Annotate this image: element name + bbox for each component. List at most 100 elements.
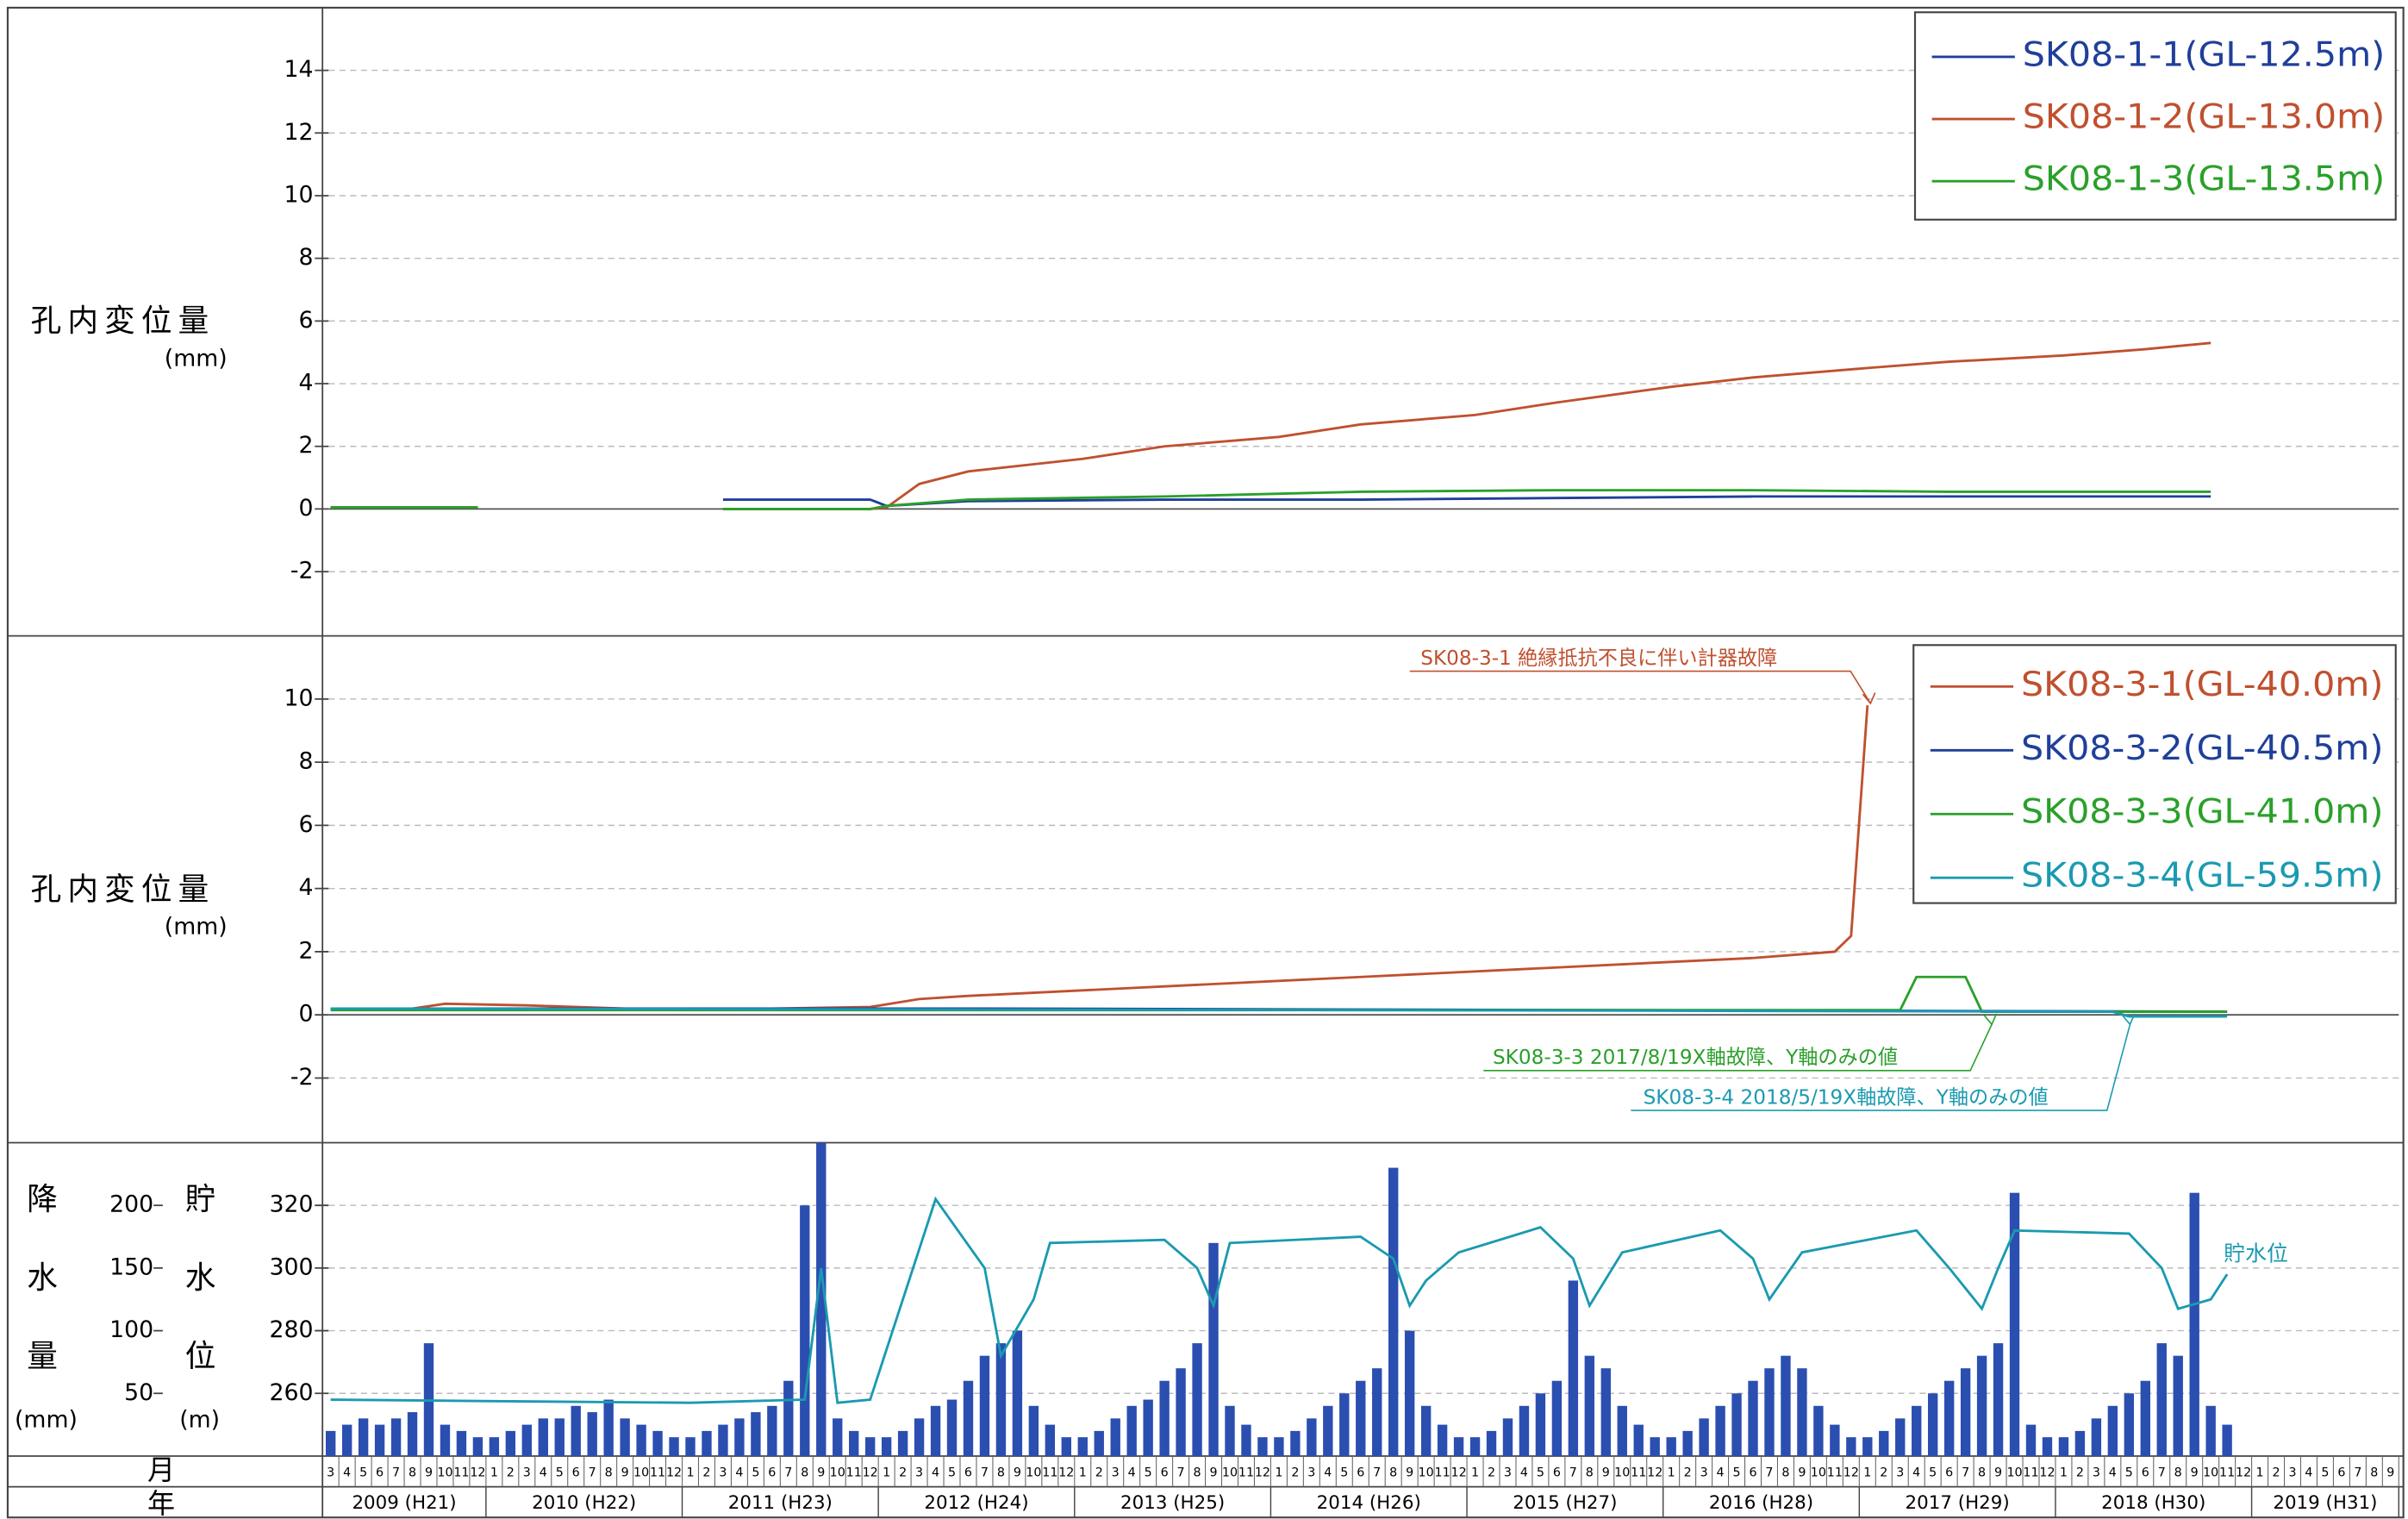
precip-bar xyxy=(456,1430,467,1456)
precip-bar xyxy=(1143,1399,1153,1456)
month-tick-label: 7 xyxy=(392,1466,400,1480)
month-tick-label: 5 xyxy=(1929,1466,1937,1480)
precip-bar xyxy=(1927,1393,1938,1456)
y-tick-label: 150 xyxy=(109,1253,153,1280)
precip-bar xyxy=(1339,1393,1350,1456)
month-tick-label: 1 xyxy=(490,1466,498,1480)
y-axis-unit: (mm) xyxy=(165,914,228,941)
precip-bar xyxy=(930,1405,941,1456)
month-tick-label: 2 xyxy=(1488,1466,1495,1480)
series-line xyxy=(330,1007,2228,1018)
month-tick-label: 5 xyxy=(948,1466,956,1480)
precip-bar xyxy=(620,1418,630,1456)
y-tick-label: 100 xyxy=(109,1316,153,1343)
y-tick-label: 2 xyxy=(299,937,314,964)
month-tick-label: 5 xyxy=(2321,1466,2329,1480)
month-tick-label: 12 xyxy=(1255,1466,1270,1480)
series-line xyxy=(330,975,2228,1013)
precip-bar xyxy=(1764,1368,1775,1456)
precip-bar xyxy=(881,1437,892,1456)
precip-bar xyxy=(603,1399,614,1456)
precip-bar xyxy=(374,1424,385,1456)
precip-bar xyxy=(1077,1437,1088,1456)
precip-bar xyxy=(390,1418,402,1456)
month-tick-label: 6 xyxy=(768,1466,776,1480)
month-tick-label: 7 xyxy=(1177,1466,1185,1480)
series-label: 貯水位 xyxy=(2224,1241,2288,1266)
month-tick-label: 8 xyxy=(1389,1466,1397,1480)
legend-box xyxy=(1912,644,2397,904)
month-tick-label: 9 xyxy=(1602,1466,1610,1480)
month-tick-label: 2 xyxy=(702,1466,710,1480)
y-axis-label: 孔内変位量 xyxy=(31,872,215,907)
y-tick-label: 6 xyxy=(299,307,314,334)
precip-bar xyxy=(407,1412,418,1456)
month-tick-label: 6 xyxy=(1749,1466,1756,1480)
precip-bar xyxy=(2042,1437,2053,1456)
series-line xyxy=(330,341,2211,510)
precip-bar xyxy=(1584,1355,1595,1456)
month-tick-label: 5 xyxy=(1733,1466,1741,1480)
precip-bar xyxy=(1356,1380,1366,1456)
month-tick-label: 12 xyxy=(1450,1466,1466,1480)
month-tick-label: 4 xyxy=(1128,1466,1136,1480)
precip-bar xyxy=(1094,1430,1104,1456)
y-axis-label: 降水量 xyxy=(22,1183,58,1418)
month-tick-label: 11 xyxy=(650,1466,665,1480)
month-tick-label: 12 xyxy=(1843,1466,1859,1480)
precip-bar xyxy=(1699,1418,1709,1456)
y-tick-label: 14 xyxy=(284,56,314,83)
month-tick-label: 6 xyxy=(1357,1466,1364,1480)
month-tick-label: 12 xyxy=(666,1466,682,1480)
precip-bar xyxy=(1846,1437,1856,1456)
series-line xyxy=(330,705,1869,1010)
month-tick-label: 8 xyxy=(605,1466,613,1480)
precip-bar xyxy=(1372,1368,1382,1456)
legend-label: SK08-1-3(GL-13.5m) xyxy=(2023,160,2386,199)
month-tick-label: 8 xyxy=(1781,1466,1789,1480)
y-axis-label: 孔内変位量 xyxy=(31,303,215,339)
y2-axis-unit: (m) xyxy=(179,1406,220,1433)
month-tick-label: 3 xyxy=(1504,1466,1512,1480)
annotation: SK08-3-3 2017/8/19X軸故障、Y軸のみの値 xyxy=(1493,1047,1898,1069)
year-label: 2010 (H22) xyxy=(532,1492,636,1514)
month-tick-label: 4 xyxy=(735,1466,743,1480)
precip-bar xyxy=(1617,1405,1627,1456)
month-tick-label: 7 xyxy=(981,1466,989,1480)
month-tick-label: 3 xyxy=(1112,1466,1120,1480)
precip-bar xyxy=(1388,1167,1399,1456)
precip-bar xyxy=(1830,1424,1840,1456)
precip-bar xyxy=(472,1437,483,1456)
month-tick-label: 9 xyxy=(2191,1466,2199,1480)
precip-bar xyxy=(2222,1424,2232,1456)
annotation-leader xyxy=(1631,1013,2136,1111)
month-tick-label: 12 xyxy=(2039,1466,2055,1480)
precip-bar xyxy=(1159,1380,1170,1456)
month-tick-label: 2 xyxy=(899,1466,907,1480)
month-tick-label: 10 xyxy=(1614,1466,1630,1480)
precip-bar xyxy=(1257,1437,1268,1456)
y2-tick-label: 320 xyxy=(270,1191,314,1218)
precip-bar xyxy=(1241,1424,1251,1456)
month-tick-label: 1 xyxy=(686,1466,694,1480)
precip-bar xyxy=(1650,1437,1660,1456)
month-tick-label: 6 xyxy=(1945,1466,1953,1480)
year-label: 2018 (H30) xyxy=(2101,1492,2205,1514)
precip-bar xyxy=(914,1418,925,1456)
precip-bar xyxy=(1307,1418,1317,1456)
precip-bar xyxy=(652,1430,663,1456)
precip-bar xyxy=(1192,1343,1202,1456)
y-tick-label: 10 xyxy=(284,181,314,208)
precip-bar xyxy=(1208,1242,1219,1456)
y-axis-unit: (mm) xyxy=(165,345,228,372)
year-label: 2016 (H28) xyxy=(1709,1492,1813,1514)
precip-bar xyxy=(864,1437,876,1456)
month-tick-label: 4 xyxy=(932,1466,939,1480)
month-tick-label: 8 xyxy=(1194,1466,1201,1480)
month-tick-label: 7 xyxy=(784,1466,792,1480)
precip-bar xyxy=(1600,1368,1611,1456)
month-tick-label: 9 xyxy=(1798,1466,1806,1480)
month-tick-label: 8 xyxy=(2370,1466,2378,1480)
month-tick-label: 1 xyxy=(1471,1466,1479,1480)
precip-bar xyxy=(1274,1437,1284,1456)
